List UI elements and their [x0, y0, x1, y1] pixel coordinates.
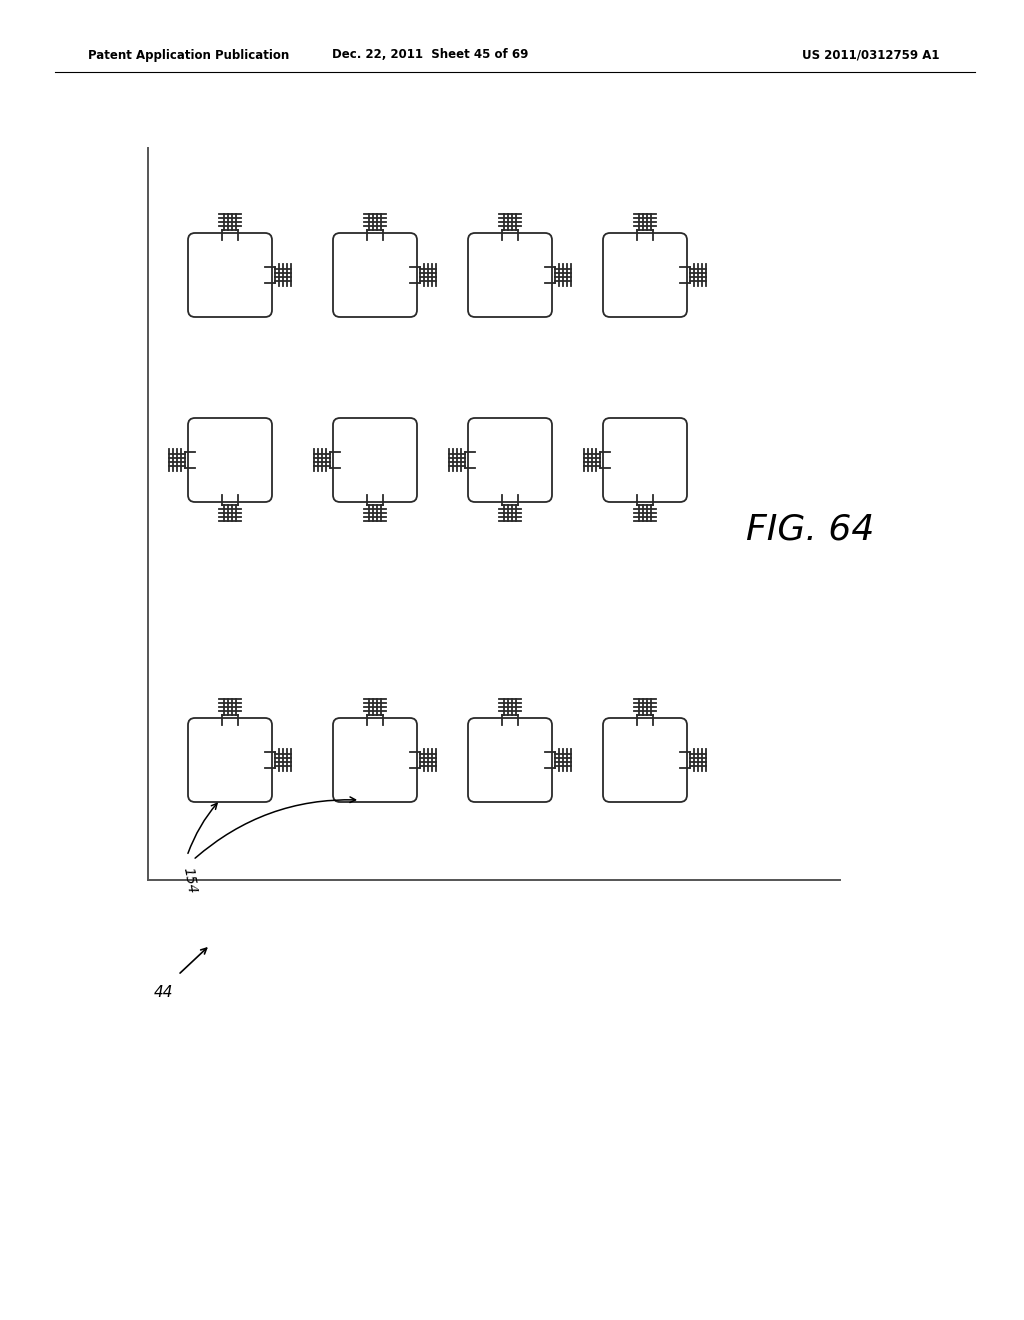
Text: FIG. 64: FIG. 64	[745, 513, 874, 546]
Text: Dec. 22, 2011  Sheet 45 of 69: Dec. 22, 2011 Sheet 45 of 69	[332, 49, 528, 62]
Text: 44: 44	[154, 985, 173, 1001]
Text: US 2011/0312759 A1: US 2011/0312759 A1	[803, 49, 940, 62]
Text: 154: 154	[180, 866, 199, 895]
Text: Patent Application Publication: Patent Application Publication	[88, 49, 289, 62]
